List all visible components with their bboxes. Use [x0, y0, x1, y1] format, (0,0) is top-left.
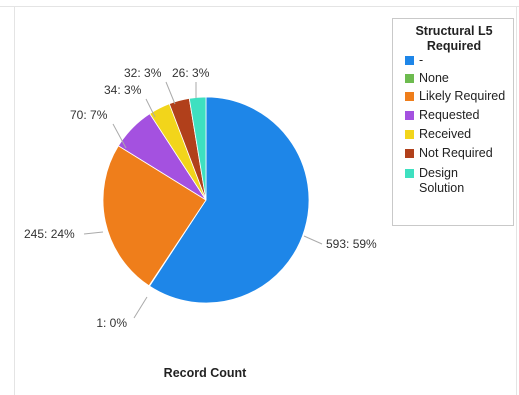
record-count-label: Record Count [163, 366, 247, 380]
frame-left-border [14, 6, 15, 395]
legend-swatch-likely-required [405, 92, 414, 101]
legend-label-received: Received [419, 127, 472, 141]
frame-top-border [0, 6, 519, 7]
leader-line-requested [112, 123, 127, 149]
legend: Structural L5 Required - None Likely Requi… [392, 18, 514, 226]
pie-slice-dash[interactable] [148, 96, 310, 304]
data-label-dash: 593: 59% [326, 237, 377, 251]
leader-line-received [145, 98, 156, 118]
data-label-received: 34: 3% [104, 83, 142, 97]
legend-title: Structural L5 Required [415, 24, 493, 53]
data-label-design-solution: 26: 3% [172, 66, 210, 80]
leader-line-likely-required [83, 231, 104, 235]
legend-label-requested: Requested [419, 108, 480, 122]
legend-swatch-received [405, 130, 414, 139]
pie-slice-design-solution[interactable] [188, 96, 207, 201]
legend-swatch-design-solution [405, 169, 414, 178]
leader-line-dash [303, 235, 323, 245]
data-label-none: 1: 0% [96, 316, 127, 330]
pie-slice-likely-required[interactable] [102, 145, 207, 287]
leader-line-none [133, 296, 148, 319]
legend-swatch-not-required [405, 149, 414, 158]
legend-label-not-required: Not Required [419, 146, 493, 160]
leader-line-not-required [165, 81, 176, 105]
legend-swatch-none [405, 74, 414, 83]
legend-label-likely-required: Likely Required [419, 89, 506, 103]
frame-right-border [516, 6, 517, 395]
data-label-likely-required: 245: 24% [24, 227, 75, 241]
legend-swatch-requested [405, 111, 414, 120]
legend-label-none: None [419, 71, 449, 85]
data-label-not-required: 32: 3% [124, 66, 162, 80]
legend-label-dash: - [419, 53, 424, 67]
data-label-requested: 70: 7% [70, 108, 108, 122]
legend-label-design-solution: Design Solution [419, 166, 465, 195]
legend-swatch-dash [405, 56, 414, 65]
